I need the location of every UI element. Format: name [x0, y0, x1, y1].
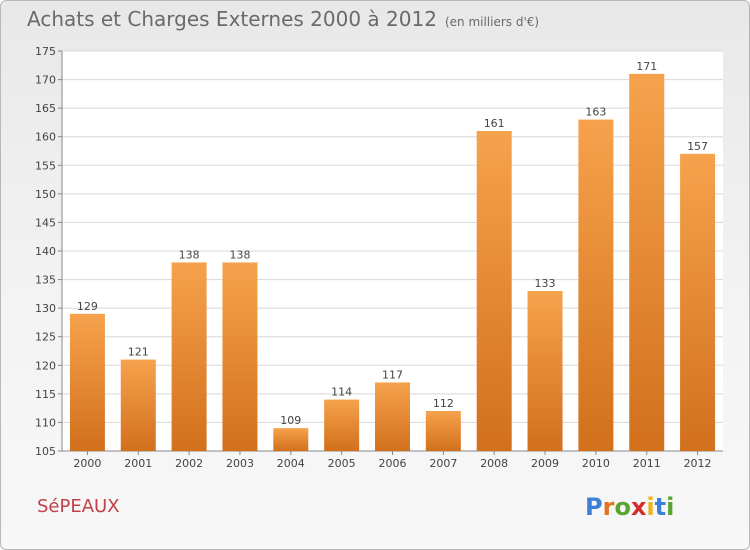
x-tick-label: 2004	[277, 457, 305, 470]
bar-value-label: 163	[585, 106, 606, 119]
bar-value-label: 112	[433, 397, 454, 410]
logo-letter: x	[630, 493, 647, 521]
bar-value-label: 117	[382, 368, 403, 381]
logo-letter: i	[646, 493, 655, 521]
bar-value-label: 138	[179, 248, 200, 261]
y-tick-label: 160	[35, 131, 56, 144]
x-tick-label: 2012	[684, 457, 712, 470]
logo-letter: P	[585, 493, 603, 521]
y-tick-label: 165	[35, 102, 56, 115]
commune-name: SéPEAUX	[37, 496, 120, 517]
x-tick-label: 2007	[429, 457, 457, 470]
logo-letter: r	[602, 493, 615, 521]
bar	[680, 153, 716, 451]
bar-value-label: 138	[229, 248, 250, 261]
bar-value-label: 109	[280, 414, 301, 427]
y-tick-label: 145	[35, 216, 56, 229]
x-tick-label: 2008	[480, 457, 508, 470]
bar	[69, 313, 105, 451]
x-tick-label: 2009	[531, 457, 559, 470]
y-tick-label: 110	[35, 416, 56, 429]
x-tick-label: 2010	[582, 457, 610, 470]
x-tick-label: 2005	[328, 457, 356, 470]
y-tick-label: 150	[35, 188, 56, 201]
y-tick-label: 155	[35, 159, 56, 172]
bar	[629, 73, 665, 451]
bar	[171, 262, 207, 451]
y-tick-label: 105	[35, 445, 56, 458]
x-tick-label: 2003	[226, 457, 254, 470]
y-tick-label: 115	[35, 388, 56, 401]
bar-value-label: 133	[535, 277, 556, 290]
x-tick-label: 2001	[124, 457, 152, 470]
bar-value-label: 121	[128, 346, 149, 359]
title-unit: (en milliers d'€)	[444, 15, 540, 29]
x-tick-label: 2011	[633, 457, 661, 470]
bar	[476, 131, 512, 451]
y-tick-label: 130	[35, 302, 56, 315]
title-text: Achats et Charges Externes 2000 à 2012	[27, 7, 437, 31]
bar-value-label: 114	[331, 386, 352, 399]
x-tick-label: 2000	[73, 457, 101, 470]
y-tick-label: 140	[35, 245, 56, 258]
bar	[324, 399, 360, 451]
bar-value-label: 171	[636, 60, 657, 73]
logo-letter: t	[654, 493, 667, 521]
bar	[425, 411, 461, 451]
y-tick-label: 125	[35, 331, 56, 344]
bar	[273, 428, 309, 451]
bar	[578, 119, 614, 452]
x-tick-label: 2002	[175, 457, 203, 470]
logo-letter: o	[614, 493, 631, 521]
bar	[222, 262, 258, 451]
y-tick-label: 120	[35, 359, 56, 372]
bar	[120, 359, 156, 451]
y-tick-label: 135	[35, 274, 56, 287]
y-tick-label: 175	[35, 45, 56, 58]
bar-value-label: 157	[687, 140, 708, 153]
chart-title: Achats et Charges Externes 2000 à 2012 (e…	[27, 7, 539, 31]
proxiti-logo: Proxiti	[585, 493, 674, 521]
logo-letter: i	[666, 493, 675, 521]
bar-value-label: 161	[484, 117, 505, 130]
bar-value-label: 129	[77, 300, 98, 313]
bar	[375, 382, 410, 451]
y-tick-label: 170	[35, 74, 56, 87]
bar	[527, 291, 563, 451]
x-tick-label: 2006	[379, 457, 407, 470]
